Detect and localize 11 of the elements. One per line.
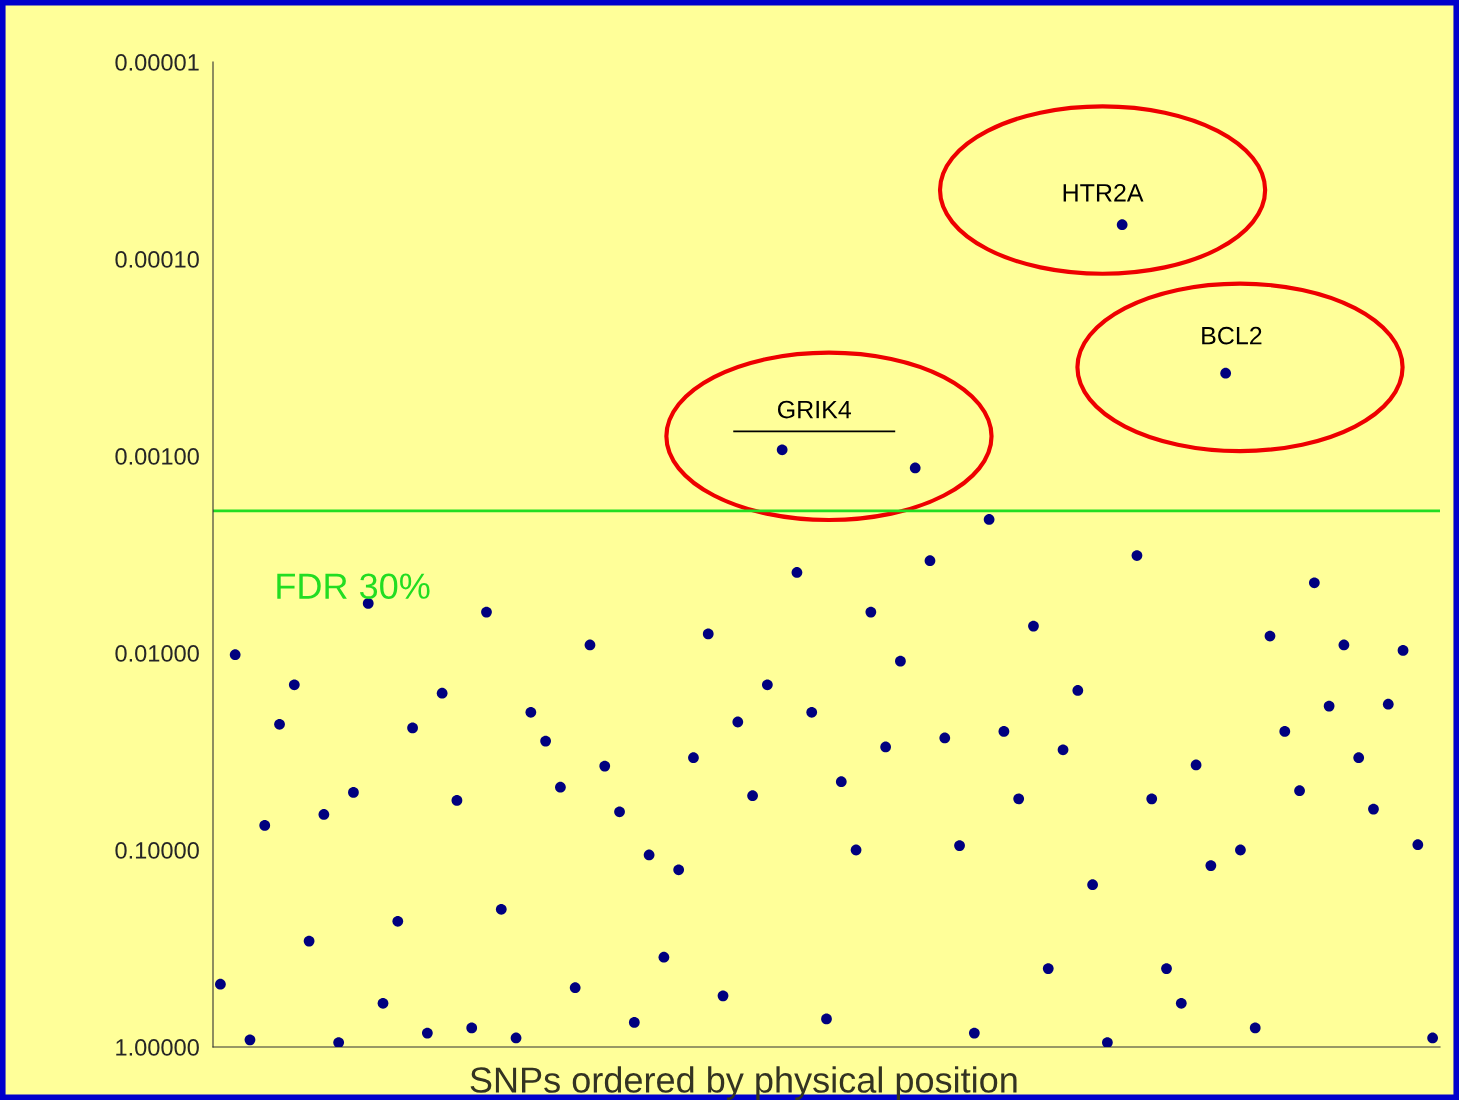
y-tick-label: 0.00010 xyxy=(115,251,199,268)
y-tick-label: 1.00000 xyxy=(116,1039,199,1056)
annotation: BCL2 xyxy=(1202,326,1262,345)
y-tick-label: 0.10000 xyxy=(115,842,199,859)
y-tick-label: 0.01000 xyxy=(115,645,199,662)
x-axis-title: SNPs ordered by physical position xyxy=(470,1066,1017,1100)
annotation: GRIK4 xyxy=(777,400,852,419)
annotation: HTR2A xyxy=(1063,183,1144,202)
ref-line-label: FDR 30% xyxy=(277,573,430,599)
y-tick-label: 0.00001 xyxy=(115,54,199,71)
y-tick-label: 0.00100 xyxy=(115,448,199,465)
